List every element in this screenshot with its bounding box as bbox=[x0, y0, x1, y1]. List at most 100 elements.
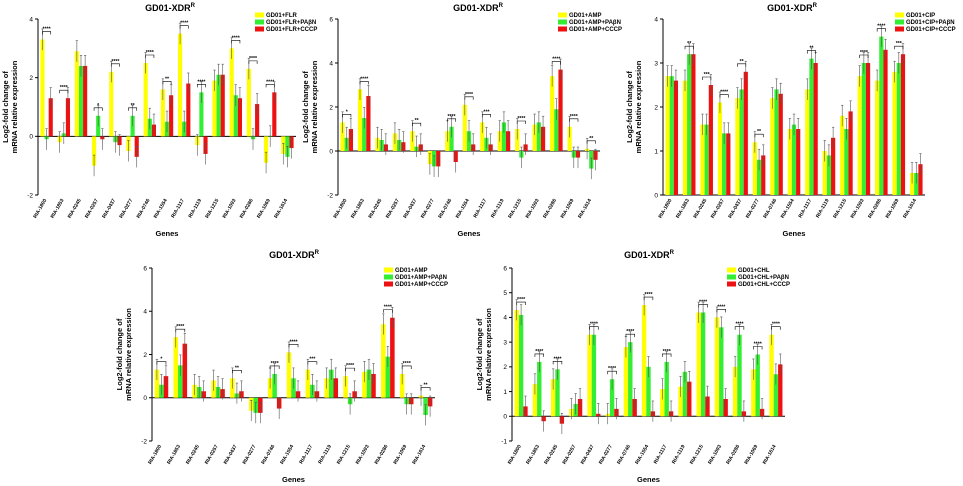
significance-bracket bbox=[586, 140, 596, 144]
bar-gd01-cip-cccp bbox=[708, 85, 713, 195]
significance-label: **** bbox=[717, 304, 726, 310]
significance-label: **** bbox=[266, 79, 275, 85]
gene-tick-label: RIA-1614 bbox=[577, 198, 593, 220]
gene-tick-label: RIA-1093 bbox=[222, 198, 238, 220]
bar-gd01-cip-pa-n bbox=[774, 89, 779, 195]
y-tick-label: 3 bbox=[503, 339, 507, 346]
y-tick-label: 4 bbox=[654, 16, 658, 23]
significance-label: **** bbox=[626, 329, 635, 335]
significance-label: **** bbox=[289, 339, 298, 345]
bar-gd01-flr-cccp bbox=[48, 98, 53, 137]
gene-tick-label: RIA-0245 bbox=[692, 198, 708, 220]
bar-gd01-cip bbox=[892, 71, 897, 195]
significance-bracket bbox=[464, 96, 474, 100]
significance-bracket bbox=[806, 50, 816, 54]
bar-gd01-flr bbox=[264, 136, 269, 163]
bar-gd01-chl bbox=[696, 312, 701, 417]
bar-gd01-cip-pa-n bbox=[914, 173, 919, 195]
significance-bracket bbox=[110, 63, 120, 67]
significance-label: **** bbox=[517, 116, 526, 122]
significance-bracket bbox=[232, 369, 242, 374]
bar-gd01-cip bbox=[665, 76, 670, 195]
gene-tick-label: RIA-1800 bbox=[507, 444, 523, 466]
significance-bracket bbox=[737, 63, 747, 67]
significance-label: **** bbox=[43, 27, 52, 33]
bar-gd01-chl-pa-n bbox=[719, 327, 724, 417]
bar-gd01-chl bbox=[514, 310, 519, 417]
bar-gd01-flr-cccp bbox=[65, 98, 70, 137]
bar-gd01-chl-pa-n bbox=[737, 334, 742, 417]
gene-tick-label: RIA-1800 bbox=[658, 198, 674, 220]
bar-gd01-amp bbox=[515, 129, 520, 151]
chart-title-text: GD01-XDR bbox=[624, 250, 670, 260]
chart-title: GD01-XDRR bbox=[269, 250, 320, 260]
y-tick-label: 1 bbox=[503, 389, 507, 396]
gene-tick-label: RIA-1554 bbox=[153, 198, 169, 220]
bar-gd01-chl-pa-n bbox=[646, 366, 651, 417]
bar-gd01-chl bbox=[660, 389, 665, 417]
significance-label: **** bbox=[111, 59, 120, 65]
bar-gd01-cip-cccp bbox=[761, 155, 766, 195]
bar-gd01-amp-cccp bbox=[366, 96, 371, 151]
legend-label: GD01+FLR bbox=[266, 13, 298, 19]
bar-gd01-amp bbox=[343, 376, 348, 398]
bar-gd01-amp bbox=[532, 124, 537, 151]
gene-tick-label: RIA-1119 bbox=[815, 198, 831, 219]
significance-bracket bbox=[196, 84, 206, 88]
gene-tick-label: RIA-1117 bbox=[298, 444, 314, 465]
y-tick-label: 4 bbox=[29, 16, 33, 23]
gene-tick-label: RIA-0245 bbox=[367, 198, 383, 220]
bar-gd01-amp-pa-n bbox=[328, 369, 334, 398]
gene-tick-label: RIA-0286 bbox=[725, 444, 741, 466]
y-axis-label: mRNA relative expression bbox=[310, 60, 319, 153]
significance-label: ** bbox=[757, 129, 762, 135]
gene-tick-label: RIA-0257 bbox=[204, 444, 220, 466]
bar-gd01-cip bbox=[682, 80, 688, 195]
chart-title-superscript: R bbox=[191, 3, 196, 9]
y-tick-label: 0 bbox=[654, 192, 658, 199]
bar-gd01-amp-pa-n bbox=[362, 118, 367, 151]
significance-label: *** bbox=[309, 357, 316, 363]
bar-gd01-chl-pa-n bbox=[700, 312, 706, 417]
bar-gd01-amp bbox=[154, 369, 160, 398]
bar-gd01-chl-pa-n bbox=[518, 314, 524, 417]
gene-tick-label: RIA-0245 bbox=[543, 444, 559, 466]
gene-tick-label: RIA-0437 bbox=[101, 198, 117, 220]
gene-tick-label: RIA-1554 bbox=[634, 444, 650, 466]
bar-gd01-flr-cccp bbox=[220, 74, 225, 137]
significance-label: *** bbox=[704, 72, 711, 78]
y-tick-label: 0 bbox=[329, 148, 333, 155]
significance-bracket bbox=[684, 45, 694, 50]
bar-gd01-cip bbox=[909, 173, 915, 195]
legend-label: GD01+CIP+PAβN bbox=[906, 20, 955, 26]
significance-label: **** bbox=[384, 305, 393, 311]
gene-tick-label: RIA-0746 bbox=[616, 444, 632, 466]
bar-gd01-cip-pa-n bbox=[844, 129, 849, 195]
bar-gd01-chl-pa-n bbox=[537, 361, 542, 417]
bar-gd01-flr-pa-n bbox=[233, 95, 238, 137]
y-tick-label: 4 bbox=[503, 315, 507, 322]
significance-bracket bbox=[662, 353, 672, 357]
gene-tick-label: RIA-1215 bbox=[204, 198, 220, 220]
significance-label: ** bbox=[687, 41, 692, 47]
chart-title-superscript: R bbox=[670, 250, 675, 256]
y-axis-label: Log2-fold change of bbox=[1, 71, 10, 143]
significance-label: **** bbox=[860, 50, 869, 56]
bar-gd01-flr-cccp bbox=[237, 98, 242, 137]
bar-gd01-flr-pa-n bbox=[216, 74, 221, 137]
bar-gd01-chl-pa-n bbox=[609, 379, 615, 417]
bar-gd01-amp-cccp bbox=[163, 376, 169, 398]
bar-gd01-flr-cccp bbox=[169, 95, 174, 137]
significance-label: **** bbox=[663, 349, 672, 355]
y-tick-label: 2 bbox=[654, 104, 658, 111]
gene-tick-label: RIA-0286 bbox=[239, 198, 255, 220]
gene-tick-label: RIA-1117 bbox=[473, 198, 489, 219]
significance-label: ** bbox=[740, 59, 745, 65]
bar-gd01-cip-pa-n bbox=[704, 124, 709, 195]
significance-label: **** bbox=[232, 35, 241, 41]
gene-tick-label: RIA-1853 bbox=[50, 198, 66, 220]
bar-gd01-cip bbox=[752, 142, 757, 195]
significance-bracket bbox=[307, 361, 318, 365]
y-tick-label: 5 bbox=[503, 290, 507, 297]
